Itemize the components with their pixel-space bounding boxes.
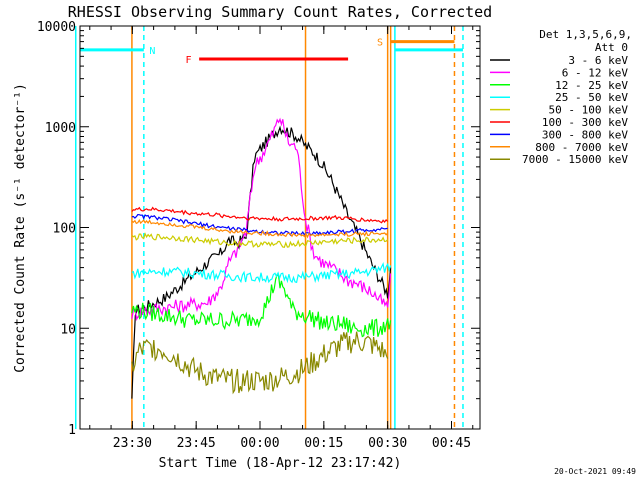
series-line-3 bbox=[131, 261, 392, 284]
legend-entry-label-6: 300 - 800 keV bbox=[542, 128, 628, 141]
y-axis: 1 10 100 1000 10000 bbox=[37, 20, 480, 438]
footer-timestamp: 20-Oct-2021 09:49 bbox=[554, 467, 636, 476]
legend-entry-label-3: 25 - 50 keV bbox=[555, 91, 628, 104]
series-line-6 bbox=[131, 213, 388, 237]
series-line-5 bbox=[131, 206, 389, 224]
legend-entry-label-2: 12 - 25 keV bbox=[555, 79, 628, 92]
x-axis: 23:30 23:45 00:00 00:15 00:30 00:45 bbox=[89, 26, 474, 451]
series-line-0 bbox=[131, 125, 392, 399]
legend-detector-line: Det 1,3,5,6,9, bbox=[539, 28, 632, 41]
y-axis-label: Corrected Count Rate (s⁻¹ detector⁻¹) bbox=[13, 83, 28, 373]
y-tick-label-3: 1000 bbox=[45, 121, 76, 136]
x-tick-label-0: 23:30 bbox=[113, 436, 152, 451]
x-tick-label-2: 00:00 bbox=[240, 436, 279, 451]
legend-entry-label-8: 7000 - 15000 keV bbox=[522, 153, 628, 166]
series-line-2 bbox=[131, 273, 392, 338]
x-tick-label-1: 23:45 bbox=[177, 436, 216, 451]
x-tick-label-4: 00:30 bbox=[368, 436, 407, 451]
y-tick-label-2: 100 bbox=[53, 222, 76, 237]
y-tick-label-1: 10 bbox=[60, 322, 76, 337]
legend-entry-label-1: 6 - 12 keV bbox=[562, 66, 629, 79]
chart-title: RHESSI Observing Summary Count Rates, Co… bbox=[68, 3, 492, 21]
series-line-7 bbox=[131, 218, 389, 239]
series-line-4 bbox=[131, 232, 389, 248]
y-tick-label-0: 1 bbox=[68, 423, 76, 438]
flag-label-2: S bbox=[377, 38, 383, 49]
legend-entry-label-4: 50 - 100 keV bbox=[549, 104, 629, 117]
flag-label-1: F bbox=[185, 55, 191, 66]
legend-entry-label-0: 3 - 6 keV bbox=[568, 54, 628, 67]
legend-entry-label-7: 800 - 7000 keV bbox=[535, 141, 628, 154]
legend-attenuator-line: Att 0 bbox=[595, 41, 628, 54]
plot-area: N F S bbox=[74, 26, 464, 429]
y-tick-label-4: 10000 bbox=[37, 20, 76, 35]
x-tick-label-5: 00:45 bbox=[432, 436, 471, 451]
series-line-1 bbox=[131, 117, 392, 322]
plot-frame bbox=[79, 25, 481, 430]
flag-label-0: N bbox=[149, 46, 155, 57]
x-axis-label: Start Time (18-Apr-12 23:17:42) bbox=[159, 456, 402, 471]
series-line-8 bbox=[131, 331, 389, 395]
legend-entry-label-5: 100 - 300 keV bbox=[542, 116, 628, 129]
x-tick-label-3: 00:15 bbox=[304, 436, 343, 451]
